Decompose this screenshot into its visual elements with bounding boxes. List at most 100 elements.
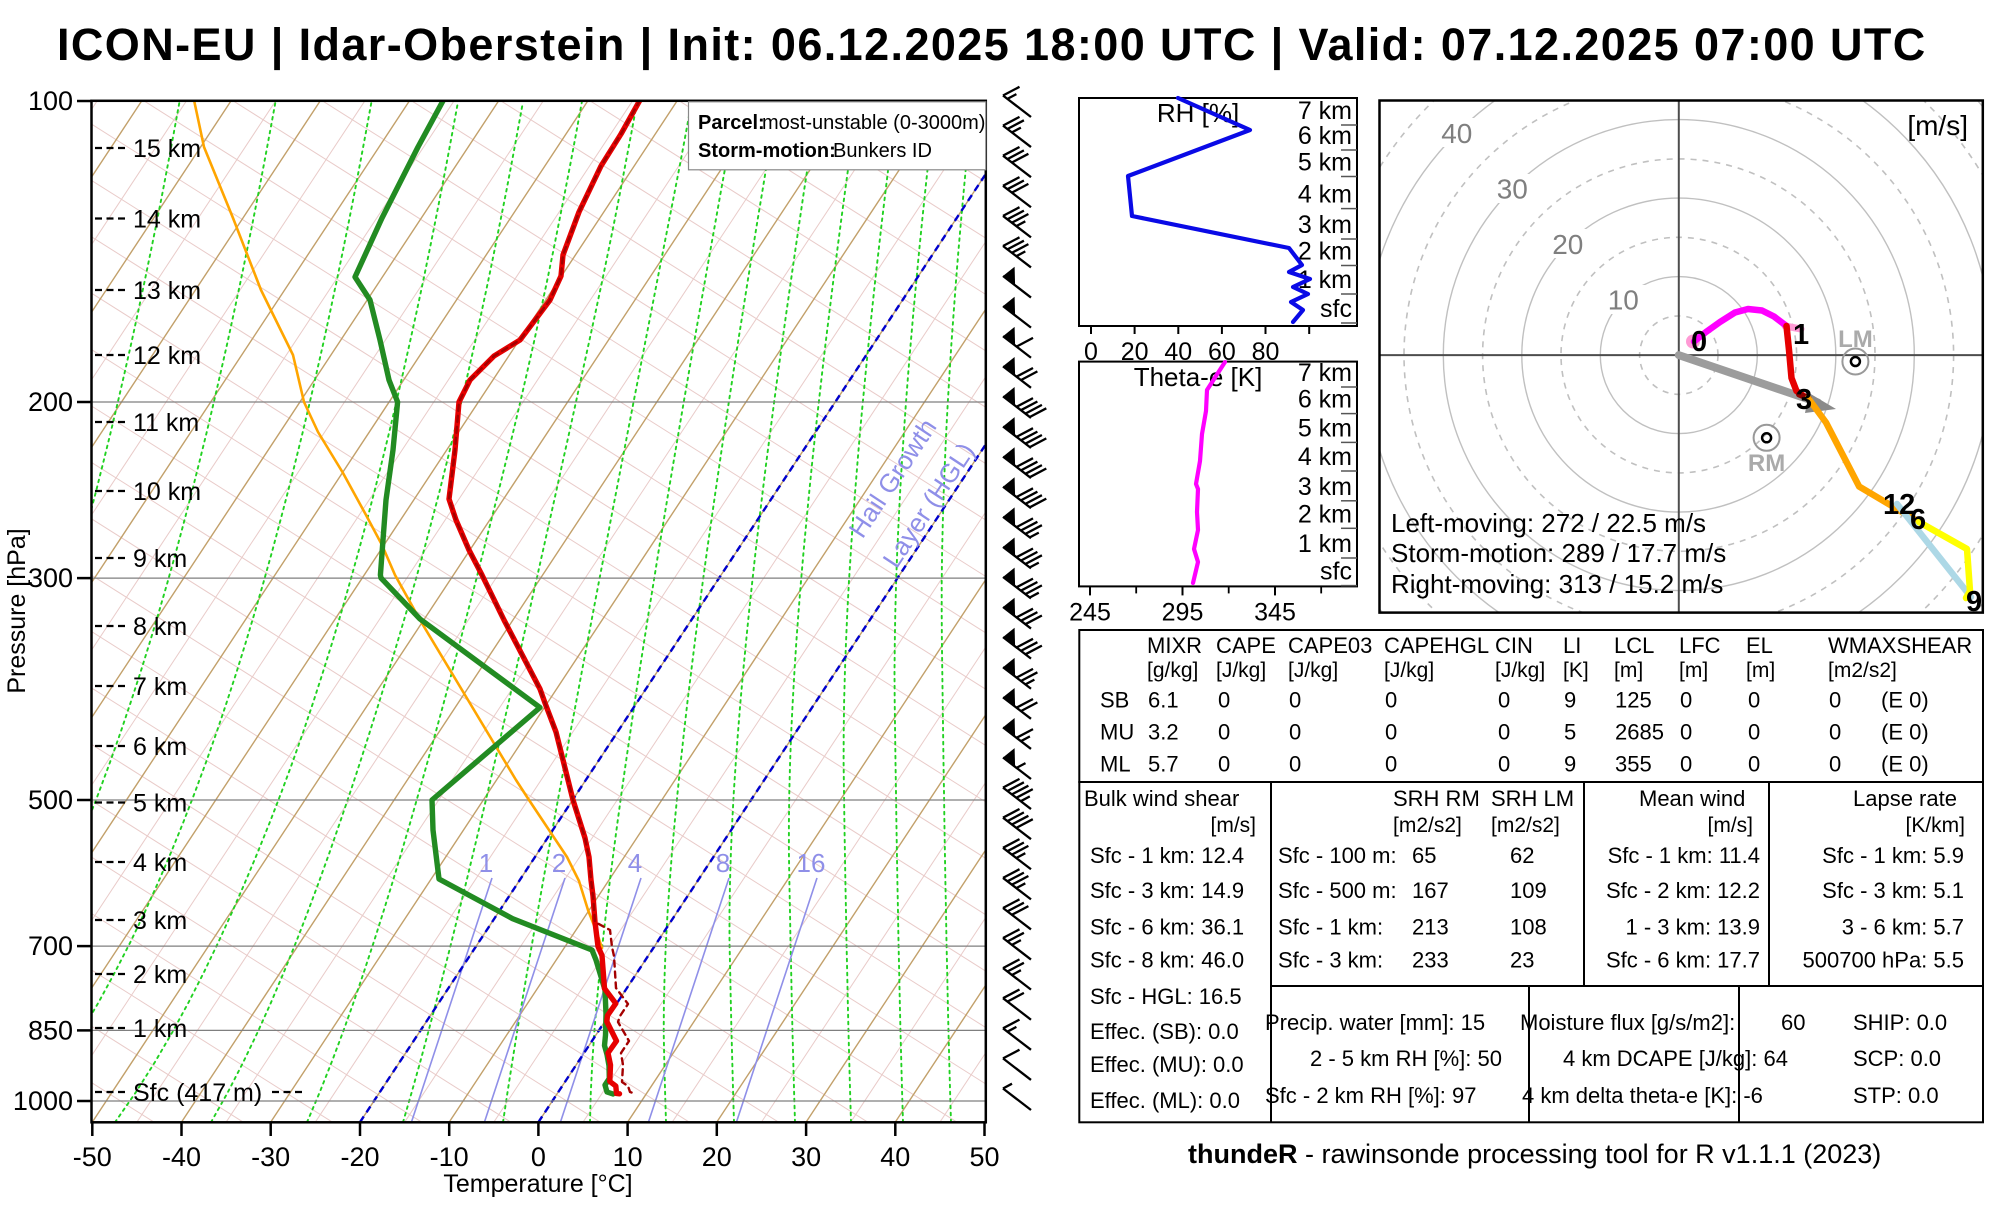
svg-text:STP: 0.0: STP: 0.0 [1853,1083,1939,1108]
svg-text:CAPE03: CAPE03 [1288,633,1372,658]
svg-text:MU: MU [1100,720,1134,745]
svg-text:[m/s]: [m/s] [1708,814,1754,837]
svg-text:Right-moving: 313 / 15.2 m/s: Right-moving: 313 / 15.2 m/s [1391,569,1723,599]
svg-text:6 km: 6 km [133,733,187,761]
svg-text:Effec. (SB): 0.0: Effec. (SB): 0.0 [1090,1019,1239,1044]
svg-text:(E 0): (E 0) [1881,688,1929,713]
svg-text:9: 9 [1966,586,1982,618]
svg-text:thundeR - rawinsonde processin: thundeR - rawinsonde processing tool for… [1188,1139,1881,1169]
svg-text:0: 0 [1680,688,1692,713]
svg-text:(E 0): (E 0) [1881,752,1929,777]
svg-text:Theta-e [K]: Theta-e [K] [1134,362,1263,392]
svg-text:245: 245 [1069,598,1111,626]
svg-text:[m]: [m] [1746,659,1775,682]
svg-text:213: 213 [1412,915,1449,940]
svg-text:9: 9 [1564,688,1576,713]
svg-text:167: 167 [1412,878,1449,903]
svg-text:7 km: 7 km [1298,97,1352,125]
svg-text:(E 0): (E 0) [1881,720,1929,745]
svg-text:2 km: 2 km [133,961,187,989]
svg-text:Sfc - 2 km RH [%]: 97: Sfc - 2 km RH [%]: 97 [1265,1083,1477,1108]
svg-text:4 km DCAPE [J/kg]: 64: 4 km DCAPE [J/kg]: 64 [1563,1046,1788,1071]
svg-text:Sfc - 1 km: 12.4: Sfc - 1 km: 12.4 [1090,843,1244,868]
svg-text:3: 3 [1796,384,1812,416]
svg-text:3.2: 3.2 [1148,720,1179,745]
svg-text:5 km: 5 km [1298,414,1352,442]
svg-text:0: 0 [1498,688,1510,713]
svg-text:62: 62 [1510,843,1534,868]
svg-text:Sfc - 3 km: 5.1: Sfc - 3 km: 5.1 [1822,878,1964,903]
svg-text:[m/s]: [m/s] [1211,814,1257,837]
svg-text:7 km: 7 km [1298,359,1352,387]
svg-text:RH [%]: RH [%] [1157,98,1239,128]
svg-text:[m2/s2]: [m2/s2] [1491,814,1560,837]
svg-text:100: 100 [28,86,73,116]
svg-text:[m2/s2]: [m2/s2] [1828,659,1897,682]
svg-text:13 km: 13 km [133,277,201,305]
svg-text:0: 0 [1289,752,1301,777]
svg-text:[m/s]: [m/s] [1907,110,1968,141]
svg-text:109: 109 [1510,878,1547,903]
svg-text:10 km: 10 km [133,478,201,506]
svg-text:500: 500 [28,785,73,815]
svg-text:CAPEHGL: CAPEHGL [1384,633,1489,658]
svg-text:9: 9 [1564,752,1576,777]
svg-text:Left-moving: 272 / 22.5 m/s: Left-moving: 272 / 22.5 m/s [1391,508,1706,538]
svg-text:CAPE: CAPE [1216,633,1276,658]
svg-text:Precip. water [mm]: 15: Precip. water [mm]: 15 [1265,1010,1485,1035]
svg-text:11 km: 11 km [133,409,199,437]
svg-text:Sfc - 1 km: 11.4: Sfc - 1 km: 11.4 [1608,843,1760,868]
svg-text:6 km: 6 km [1298,386,1352,414]
svg-text:12 km: 12 km [133,342,201,370]
svg-text:65: 65 [1412,843,1436,868]
svg-text:3 km: 3 km [1298,211,1352,239]
svg-text:SCP: 0.0: SCP: 0.0 [1853,1046,1941,1071]
svg-text:SB: SB [1100,688,1129,713]
svg-text:0: 0 [1829,720,1841,745]
svg-text:8: 8 [716,848,730,878]
svg-text:12: 12 [1883,489,1915,521]
svg-text:0: 0 [1385,720,1397,745]
svg-text:15 km: 15 km [133,135,201,163]
svg-text:2 km: 2 km [1298,238,1352,266]
svg-text:MIXR: MIXR [1147,633,1202,658]
svg-text:6 km: 6 km [1298,122,1352,150]
svg-text:0: 0 [1084,338,1098,366]
svg-text:700: 700 [28,931,73,961]
svg-text:2685: 2685 [1615,720,1664,745]
svg-text:295: 295 [1162,598,1204,626]
svg-text:345: 345 [1254,598,1296,626]
svg-text:3 - 6 km: 5.7: 3 - 6 km: 5.7 [1842,915,1964,940]
svg-text:ICON-EU | Idar-Oberstein | Ini: ICON-EU | Idar-Oberstein | Init: 06.12.2… [57,19,1927,71]
svg-text:-30: -30 [251,1142,290,1172]
svg-text:6.1: 6.1 [1148,688,1179,713]
svg-text:6: 6 [1910,504,1926,536]
svg-text:0: 0 [1218,752,1230,777]
svg-text:Pressure [hPa]: Pressure [hPa] [3,528,31,693]
svg-text:LFC: LFC [1679,633,1721,658]
svg-text:2 - 5 km RH [%]: 50: 2 - 5 km RH [%]: 50 [1310,1046,1502,1071]
svg-text:233: 233 [1412,948,1449,973]
svg-text:500700 hPa: 5.5: 500700 hPa: 5.5 [1803,948,1964,973]
svg-text:Sfc - 6 km: 36.1: Sfc - 6 km: 36.1 [1090,915,1244,940]
svg-text:0: 0 [1498,720,1510,745]
svg-text:14 km: 14 km [133,206,201,234]
svg-text:5 km: 5 km [1298,149,1352,177]
svg-text:[J/kg]: [J/kg] [1288,659,1338,682]
svg-text:sfc: sfc [1320,558,1352,586]
svg-text:Sfc - 3 km:: Sfc - 3 km: [1278,948,1383,973]
svg-text:[K/km]: [K/km] [1905,814,1965,837]
svg-text:0: 0 [1691,326,1707,358]
svg-text:0: 0 [1829,688,1841,713]
svg-text:-40: -40 [162,1142,201,1172]
svg-text:Sfc - 100 m:: Sfc - 100 m: [1278,843,1397,868]
svg-text:SRH LM: SRH LM [1491,786,1574,811]
svg-text:4 km: 4 km [1298,181,1352,209]
svg-text:4: 4 [628,848,642,878]
svg-text:30: 30 [791,1142,821,1172]
svg-text:0: 0 [1385,688,1397,713]
svg-text:[J/kg]: [J/kg] [1384,659,1434,682]
svg-text:0: 0 [1680,720,1692,745]
svg-text:-50: -50 [73,1142,112,1172]
svg-text:[m]: [m] [1614,659,1643,682]
